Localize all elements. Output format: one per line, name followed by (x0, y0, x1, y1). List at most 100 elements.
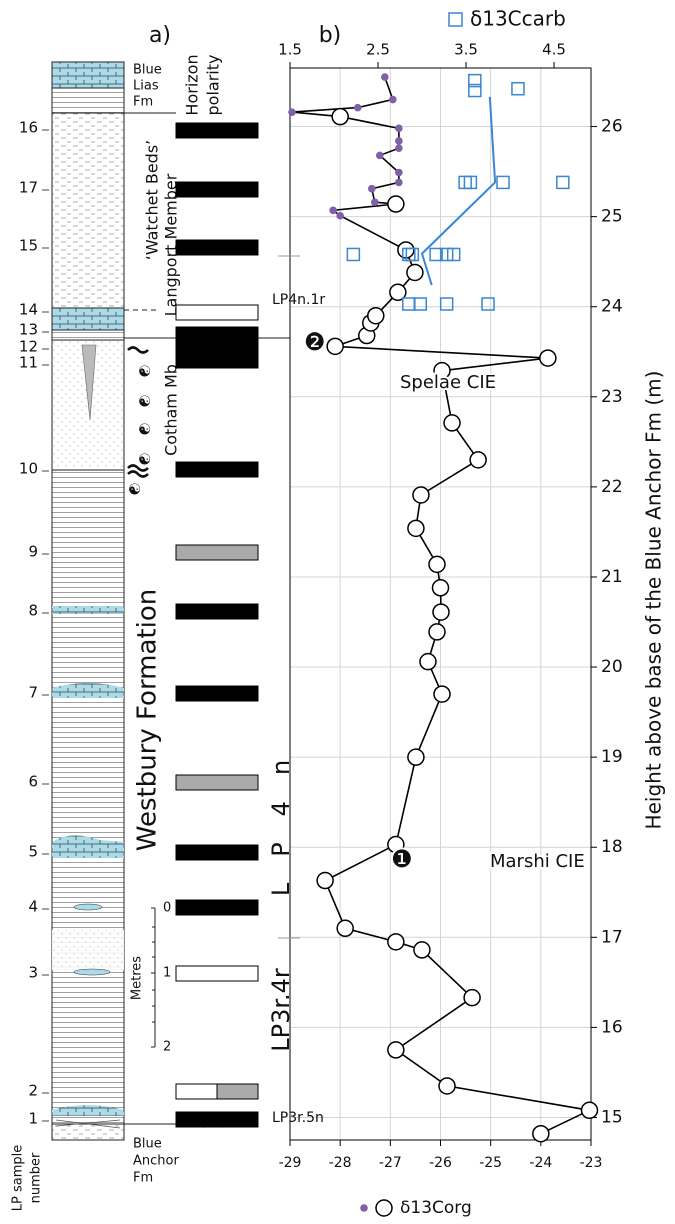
data-point (431, 579, 450, 597)
data-point (288, 108, 296, 116)
legend-symbol (375, 1199, 393, 1217)
data-point (367, 306, 385, 325)
series-line (291, 76, 593, 1135)
unit-label: Anchor (133, 1154, 179, 1169)
data-point (432, 603, 450, 621)
data-point (539, 349, 557, 367)
polarity-block (175, 181, 259, 198)
sample-number: 5 (28, 843, 38, 861)
y-tick-label: 25 (601, 207, 623, 227)
data-point (532, 1124, 550, 1143)
data-point (433, 361, 451, 380)
data-point (407, 519, 425, 538)
fossil-icon: ☯ (128, 481, 141, 499)
y-tick-label: 18 (601, 837, 623, 857)
unit-label: ‘Watchet Beds’ (143, 140, 162, 261)
y-tick-label: 23 (601, 387, 623, 407)
sample-number: 12 (19, 338, 38, 356)
data-point (329, 206, 337, 215)
data-point (389, 95, 397, 104)
x-tick-label: -29 (279, 1155, 302, 1171)
sample-number: 11 (19, 354, 38, 372)
sample-number: 9 (28, 543, 38, 561)
sample-number: 1 (28, 1110, 38, 1128)
data-point (413, 297, 428, 311)
x2-tick-label: 2.5 (366, 41, 390, 59)
sample-axis-title: LP sample (11, 1145, 26, 1211)
isotope-plot: 15 16 17 18 19 20 21 22 23 24 25 26 -29 -28 -27 -26 -25 -… (267, 7, 623, 1219)
data-point (469, 451, 487, 469)
polarity-title: Horizon (183, 54, 202, 115)
unit-label: Fm (133, 1171, 153, 1186)
data-point (395, 144, 403, 152)
annotation: LP4n.1r (272, 292, 325, 308)
data-point (326, 337, 344, 356)
data-point (387, 195, 405, 213)
fossil-icon: ☯ (138, 363, 151, 381)
plot-frame (289, 67, 592, 1141)
polarity-block (216, 1083, 259, 1100)
data-point (336, 211, 344, 220)
data-point (375, 151, 384, 160)
data-point (468, 83, 482, 98)
data-point (381, 73, 389, 81)
polarity-title: polarity (204, 55, 223, 116)
sample-number: 10 (19, 460, 38, 478)
y-tick-label: 16 (601, 1017, 623, 1037)
x-tick-label: -28 (329, 1155, 352, 1171)
data-point (316, 871, 334, 890)
unit-label: Lias (133, 79, 159, 94)
data-point (387, 933, 405, 951)
x2-tick-label: 1.5 (278, 41, 302, 59)
polarity-block (175, 326, 259, 369)
annotation: ❷ (304, 328, 326, 356)
data-point (387, 835, 405, 854)
data-point (433, 685, 451, 703)
data-point (395, 124, 403, 133)
data-point (556, 175, 570, 190)
y-axis-title: Height above base of the Blue Anchor Fm … (642, 371, 666, 830)
fossil-icon: ☯ (138, 393, 151, 411)
scale-tick-label: 2 (163, 1040, 171, 1055)
data-point (413, 941, 431, 959)
data-point (402, 297, 416, 311)
data-point (438, 1077, 456, 1095)
x-tick-label: -25 (479, 1155, 502, 1171)
unit-label: Westbury Formation (133, 589, 163, 851)
y-tick-label: 26 (601, 117, 623, 137)
sample-number: 2 (28, 1082, 38, 1100)
x-tick-label: -23 (580, 1155, 603, 1171)
legend-symbol (360, 1204, 368, 1212)
data-point (511, 81, 525, 96)
y-tick-label: 22 (601, 477, 623, 497)
data-point (331, 107, 349, 126)
scale-tick-label: 0 (163, 901, 171, 916)
sample-axis-title: number (29, 1152, 44, 1203)
x-tick-label: -24 (529, 1155, 552, 1171)
polarity-block (175, 965, 259, 982)
annotation: Marshi CIE (490, 851, 585, 872)
unit-label: Fm (133, 95, 153, 110)
fossil-icon: ☯ (138, 421, 151, 439)
polarity-block (175, 685, 259, 702)
x-tick-label: -27 (379, 1155, 402, 1171)
data-point (439, 297, 454, 311)
annotation: LP3r.4r (267, 968, 295, 1052)
data-point (387, 1041, 405, 1059)
data-point (443, 414, 461, 432)
data-point (405, 247, 420, 262)
sample-number: 8 (28, 602, 38, 620)
polarity-block (175, 1083, 218, 1100)
sample-number: 14 (19, 301, 38, 319)
polarity-block (175, 122, 259, 139)
sample-number: 15 (19, 237, 38, 255)
polarity-block (175, 1111, 259, 1128)
data-point (439, 247, 454, 262)
data-point (429, 247, 443, 262)
x2-tick-label: 4.5 (542, 41, 566, 59)
data-point (496, 175, 510, 190)
legend-label: δ13Corg (400, 1198, 472, 1218)
polarity-block (175, 461, 259, 478)
data-point (446, 247, 461, 262)
